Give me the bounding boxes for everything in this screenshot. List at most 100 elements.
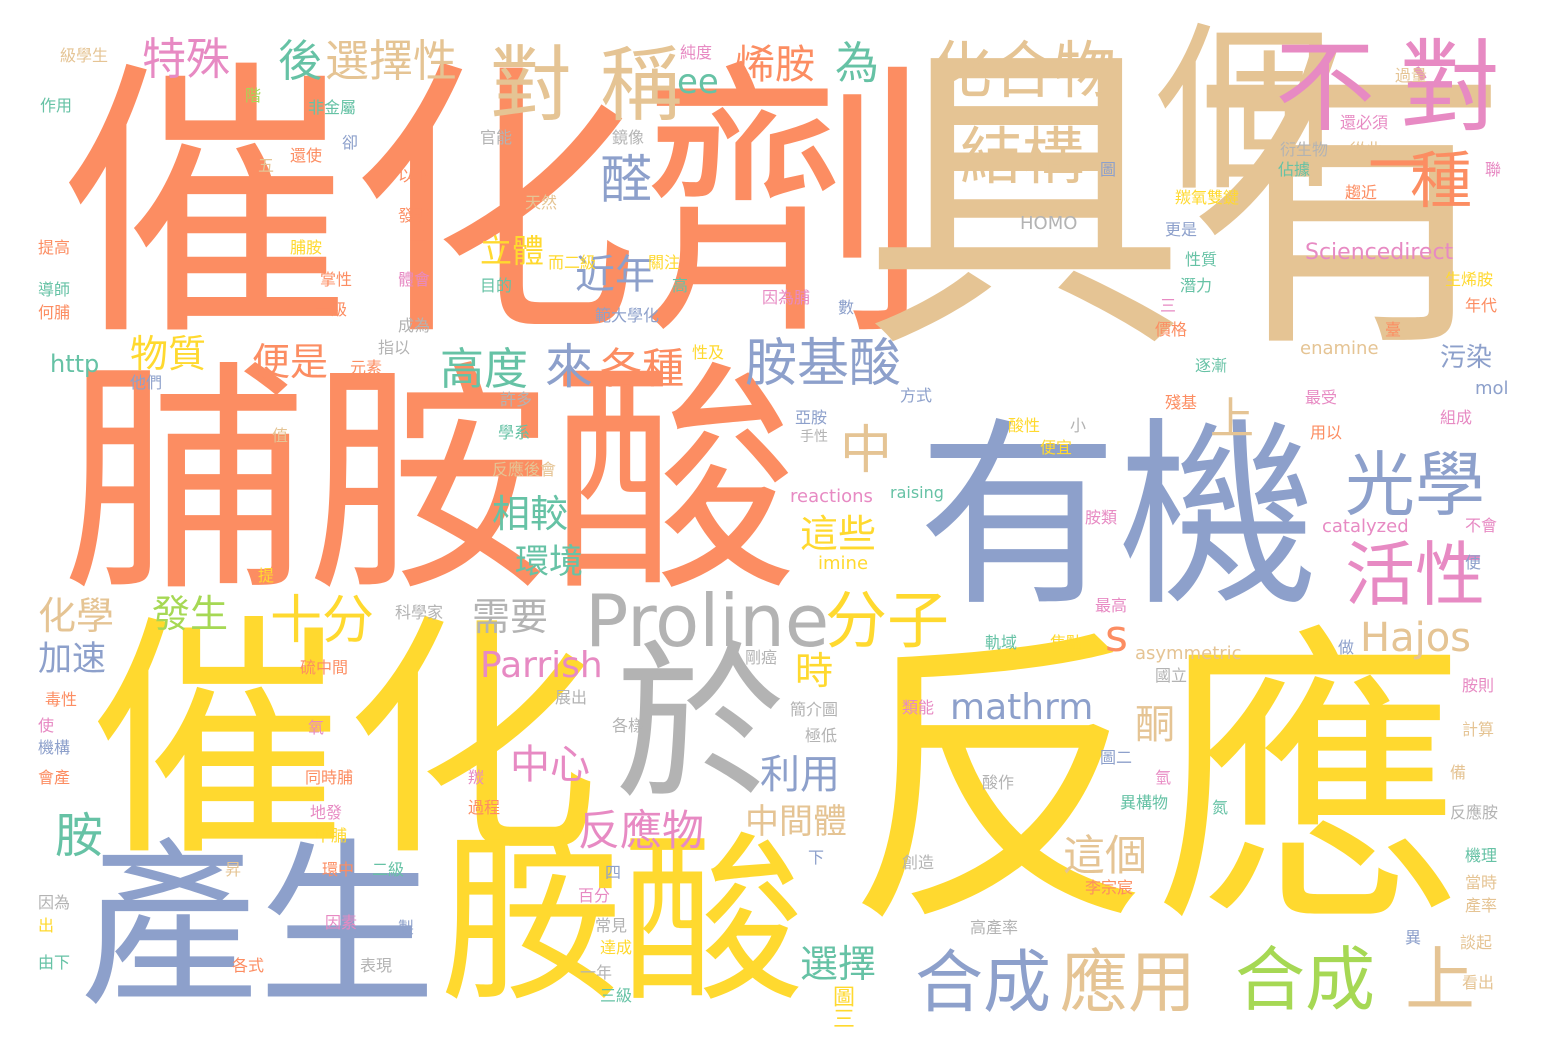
word-small: 反應胺 (1450, 803, 1499, 822)
word-small: 由下 (38, 953, 71, 972)
word-small: 小 (1070, 416, 1087, 435)
word-small: 酸作 (982, 773, 1015, 792)
word-puansuan: 脯胺酸 (62, 340, 797, 625)
word-small: 官能 (480, 128, 513, 147)
word-small: 圖二 (1100, 748, 1133, 767)
word-cuihuaji: 催化劑 (60, 38, 930, 375)
word-small: 機構 (38, 738, 71, 757)
word-gaodu: 高度 (440, 344, 528, 395)
word-small: 方式 (900, 386, 933, 405)
word-small: 何脯 (38, 303, 71, 322)
word-small: 酸性 (1008, 416, 1041, 435)
word-proline: Proline (585, 579, 830, 663)
word-homo: HOMO (1020, 213, 1078, 234)
word-jiegou: 結構 (960, 120, 1085, 193)
word-yingyong: 應用 (1060, 944, 1197, 1023)
word-s: s (1105, 611, 1128, 662)
word-small: 簡介圖 (790, 700, 839, 719)
word-bu: 不 (1275, 29, 1375, 146)
word-small: 目的 (480, 276, 513, 295)
word-small: 用以 (1310, 423, 1343, 442)
word-small: 而二級 (548, 253, 597, 272)
word-hou: 後 (278, 36, 322, 87)
word-anjisuan: 胺基酸 (745, 334, 902, 394)
word-small: 中脯 (315, 826, 348, 845)
word-an: 胺 (55, 808, 104, 864)
word-teshu: 特殊 (142, 34, 230, 85)
word-small: 數 (838, 298, 855, 317)
word-ge: 個 (1155, 7, 1336, 216)
word-gezhong: 各種 (600, 344, 685, 393)
word-small: 亞胺 (795, 408, 828, 427)
word-small: 他們 (130, 373, 163, 392)
word-small: 常見 (595, 916, 628, 935)
word-zhege: 這個 (1063, 831, 1148, 880)
word-jinnian: 近年 (575, 252, 655, 298)
word-small: 五 (258, 156, 275, 175)
word-small: 過量 (1395, 66, 1428, 85)
word-yi: 一 (1368, 129, 1431, 202)
word-imine: imine (818, 553, 869, 574)
word-xiangjiao: 相較 (492, 492, 569, 536)
word-small: 導師 (38, 280, 71, 299)
word-juyou: 具有 (862, 15, 1511, 392)
word-zhongjianti: 中間體 (745, 802, 847, 842)
word-fanying: 反應 (845, 604, 1465, 965)
word-small: 氧 (308, 718, 325, 737)
word-liti: 立體 (480, 232, 545, 270)
word-small: 最高 (1095, 596, 1128, 615)
word-small: 羰 (468, 768, 485, 787)
word-small: 非金屬 (308, 98, 357, 117)
word-small: 過程 (468, 798, 501, 817)
word-yu: 於 (615, 626, 786, 824)
word-small: 毒性 (45, 690, 78, 709)
word-small: 各樣 (612, 716, 645, 735)
word-jiasu: 加速 (38, 639, 106, 679)
word-small: 以下 (398, 166, 431, 185)
word-small: 氮 (1212, 798, 1229, 817)
word-xuanzexing: 選擇性 (325, 36, 457, 87)
word-small: 因為 (38, 893, 71, 912)
word-small: 剛癌 (745, 648, 778, 667)
word-mathrm: mathrm (950, 687, 1094, 728)
word-small: 表現 (360, 956, 393, 975)
word-youji: 有機 (918, 401, 1319, 634)
word-small: 會產 (38, 768, 71, 787)
word-small: 級學生 (60, 46, 109, 65)
word-small: 三級 (600, 986, 633, 1005)
word-small: 達成 (600, 938, 633, 957)
word-small: 硫中間 (300, 658, 349, 677)
word-small: 趨近 (1345, 183, 1378, 202)
word-enamine: enamine (1300, 338, 1379, 359)
word-shifen: 十分 (270, 591, 375, 651)
word-small: 天然 (525, 193, 558, 212)
word-small: 科學家 (395, 603, 444, 622)
word-small: 地發 (310, 803, 343, 822)
word-xian-an: 烯胺 (735, 42, 815, 88)
word-tusan: 圖三 (829, 985, 854, 1029)
word-small: 便 (1465, 553, 1482, 572)
word-small: 高 (672, 276, 689, 295)
word-hecheng-lime: 合成 (1235, 939, 1375, 1021)
word-parrish: Parrish (480, 645, 603, 686)
word-small: 年代 (1465, 296, 1498, 315)
word-small: 最受 (1305, 388, 1338, 407)
word-dui-tan: 對 (490, 38, 573, 133)
word-small: 二級 (372, 860, 405, 879)
word-small: 關注 (648, 253, 681, 272)
word-shang-mid: 上 (1202, 395, 1253, 439)
word-small: 殘基 (1165, 393, 1198, 412)
word-hajos: Hajos (1360, 615, 1472, 661)
word-small: 還使 (290, 146, 323, 165)
word-small: 同時脯 (305, 768, 354, 787)
word-small: 看出 (1462, 973, 1495, 992)
word-small: 性及 (692, 343, 725, 362)
word-small: 一級 (315, 300, 348, 319)
word-small: 提高 (38, 238, 71, 257)
word-small: 環中 (322, 860, 355, 879)
word-small: 四 (605, 863, 622, 882)
word-small: 二 (410, 226, 427, 245)
word-small: 生烯胺 (1445, 270, 1494, 289)
word-small: 國立 (1155, 666, 1188, 685)
word-small: 發現 (398, 206, 431, 225)
